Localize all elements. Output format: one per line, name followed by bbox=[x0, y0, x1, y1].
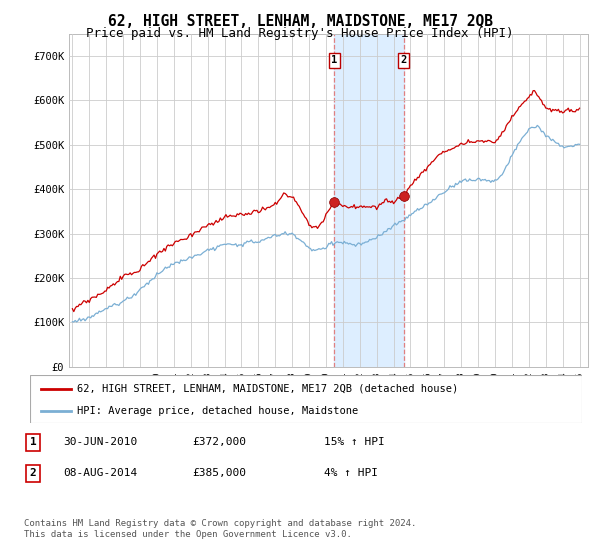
Text: 62, HIGH STREET, LENHAM, MAIDSTONE, ME17 2QB: 62, HIGH STREET, LENHAM, MAIDSTONE, ME17… bbox=[107, 14, 493, 29]
Text: 15% ↑ HPI: 15% ↑ HPI bbox=[324, 437, 385, 447]
Text: 4% ↑ HPI: 4% ↑ HPI bbox=[324, 468, 378, 478]
Text: 2: 2 bbox=[401, 55, 407, 66]
Text: 62, HIGH STREET, LENHAM, MAIDSTONE, ME17 2QB (detached house): 62, HIGH STREET, LENHAM, MAIDSTONE, ME17… bbox=[77, 384, 458, 394]
Text: HPI: Average price, detached house, Maidstone: HPI: Average price, detached house, Maid… bbox=[77, 406, 358, 416]
Text: 1: 1 bbox=[29, 437, 37, 447]
Text: 2: 2 bbox=[29, 468, 37, 478]
Text: 08-AUG-2014: 08-AUG-2014 bbox=[63, 468, 137, 478]
Text: 30-JUN-2010: 30-JUN-2010 bbox=[63, 437, 137, 447]
Text: Price paid vs. HM Land Registry's House Price Index (HPI): Price paid vs. HM Land Registry's House … bbox=[86, 27, 514, 40]
Bar bbox=[334, 34, 404, 367]
Text: Contains HM Land Registry data © Crown copyright and database right 2024.
This d: Contains HM Land Registry data © Crown c… bbox=[24, 520, 416, 539]
Text: £385,000: £385,000 bbox=[192, 468, 246, 478]
Text: £372,000: £372,000 bbox=[192, 437, 246, 447]
FancyBboxPatch shape bbox=[30, 375, 582, 423]
Text: 1: 1 bbox=[331, 55, 338, 66]
